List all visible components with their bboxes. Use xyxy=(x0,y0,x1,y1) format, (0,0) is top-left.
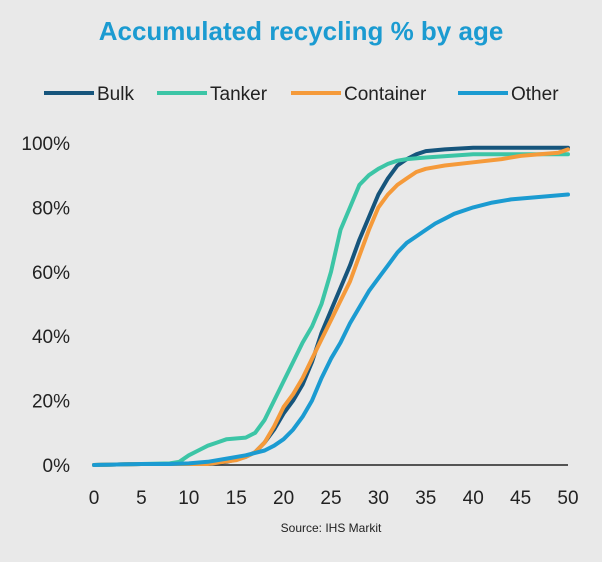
y-tick-label: 80% xyxy=(32,198,70,219)
series-line-other xyxy=(92,192,570,467)
x-tick-label: 50 xyxy=(557,488,578,509)
x-tick-label: 0 xyxy=(89,488,100,509)
x-tick-label: 15 xyxy=(226,488,247,509)
legend: Bulk Tanker Container Other xyxy=(44,84,559,105)
legend-label-container: Container xyxy=(344,84,427,105)
legend-label-tanker: Tanker xyxy=(210,84,268,105)
y-axis: 0% 20% 40% 60% 80% 100% xyxy=(21,134,70,477)
x-tick-label: 40 xyxy=(463,488,484,509)
chart-title: Accumulated recycling % by age xyxy=(98,16,504,46)
x-tick-label: 45 xyxy=(510,488,531,509)
x-tick-label: 20 xyxy=(273,488,294,509)
y-tick-label: 60% xyxy=(32,263,70,284)
series-line-bulk xyxy=(92,145,570,467)
series-line-tanker xyxy=(92,152,570,467)
y-tick-label: 0% xyxy=(43,456,71,477)
x-axis: 0 5 10 15 20 25 30 35 40 45 50 xyxy=(89,464,579,509)
source-note: Source: IHS Markit xyxy=(281,521,382,535)
x-tick-label: 35 xyxy=(415,488,436,509)
x-tick-label: 25 xyxy=(320,488,341,509)
y-tick-label: 40% xyxy=(32,327,70,348)
legend-label-other: Other xyxy=(511,84,559,105)
x-tick-label: 5 xyxy=(136,488,147,509)
plot-area xyxy=(92,145,570,467)
y-tick-label: 100% xyxy=(21,134,70,155)
x-tick-label: 30 xyxy=(368,488,389,509)
legend-label-bulk: Bulk xyxy=(97,84,134,105)
x-tick-label: 10 xyxy=(178,488,199,509)
y-tick-label: 20% xyxy=(32,392,70,413)
